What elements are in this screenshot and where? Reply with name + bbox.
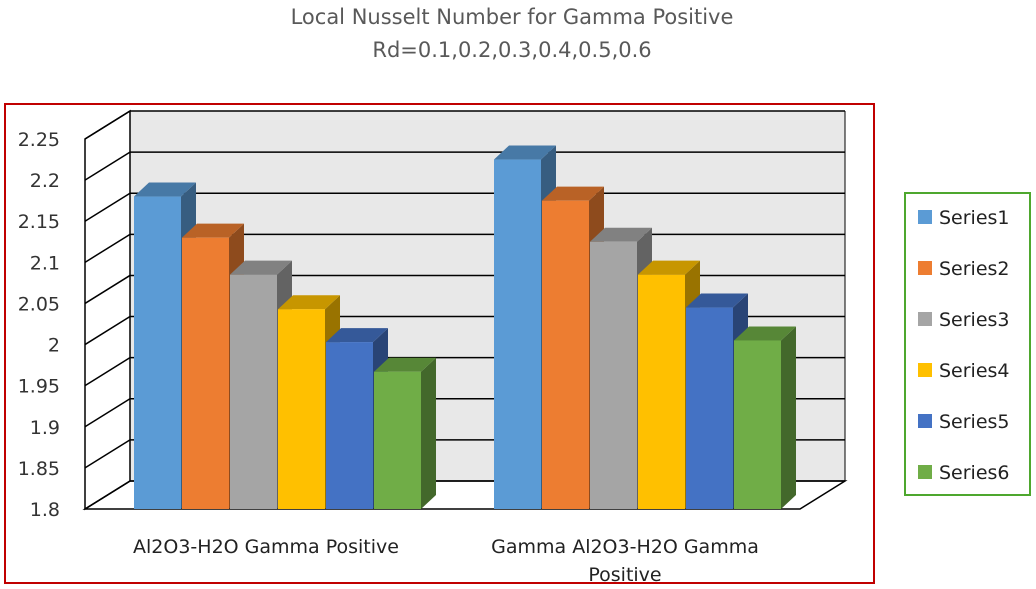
bar-top	[734, 326, 796, 341]
legend-swatch	[918, 465, 932, 479]
gridline-side	[84, 357, 131, 387]
bar-front	[638, 274, 685, 509]
bar-top	[230, 260, 292, 275]
chart-frame	[4, 103, 875, 584]
bar-front	[278, 309, 325, 509]
y-tick-label: 2.25	[18, 129, 60, 151]
bar-top	[686, 293, 748, 308]
y-tick-label: 1.85	[18, 458, 60, 480]
bar-front	[326, 342, 373, 509]
legend-label: Series2	[939, 258, 1010, 280]
bar-top	[326, 328, 388, 343]
gridline-side	[84, 233, 131, 263]
y-tick-label: 2.05	[18, 293, 60, 315]
gridline-side	[84, 480, 131, 510]
y-tick-label: 2.15	[18, 211, 60, 233]
bar-front	[134, 196, 181, 510]
legend-box	[904, 192, 1031, 496]
chart-title: Local Nusselt Number for Gamma Positive	[291, 5, 734, 29]
bar-front	[182, 237, 229, 509]
bar	[734, 326, 796, 509]
legend-swatch	[918, 414, 932, 428]
legend-label: Series4	[939, 360, 1010, 382]
legend-swatch	[918, 312, 932, 326]
y-tick-label: 1.95	[18, 376, 60, 398]
gridline-side	[84, 151, 131, 181]
bar-front	[374, 371, 421, 509]
bar-side	[421, 357, 436, 509]
bar-front	[590, 241, 637, 509]
bar-top	[638, 260, 700, 275]
gridline-side	[84, 274, 131, 305]
y-axis-ticks: 1.8 1.85 1.9 1.95 2 2.05 2.1 2.15 2.2 2.25	[18, 129, 60, 521]
legend-label: Series6	[939, 462, 1010, 484]
bars-layer	[134, 145, 796, 510]
bar-front	[686, 307, 733, 509]
bar-top	[542, 186, 604, 201]
legend-swatch	[918, 210, 932, 224]
y-tick-label: 2	[48, 335, 60, 357]
bar-front	[230, 274, 277, 509]
x-category-label: Gamma Al2O3-H2O Gamma	[491, 536, 759, 558]
bar	[374, 357, 436, 509]
y-tick-label: 1.8	[30, 499, 60, 521]
gridline-side	[84, 110, 131, 140]
legend-label: Series5	[939, 411, 1010, 433]
gridline-side	[84, 439, 131, 469]
x-axis-labels: Al2O3-H2O Gamma Positive Gamma Al2O3-H2O …	[133, 536, 759, 586]
y-tick-label: 2.1	[30, 252, 60, 274]
bar-side	[781, 326, 796, 509]
gridline-side	[84, 192, 131, 222]
bar-front	[494, 159, 541, 510]
gridline-side	[84, 398, 131, 428]
legend-label: Series1	[939, 207, 1010, 229]
bar-top	[494, 145, 556, 160]
bar-top	[134, 182, 196, 197]
gridline-side	[84, 315, 131, 346]
bar-front	[734, 340, 781, 509]
bar-top	[278, 295, 340, 310]
legend: Series1 Series2 Series3 Series4 Series5 Serie…	[918, 207, 1010, 484]
bar-top	[182, 223, 244, 238]
y-tick-label: 2.2	[30, 170, 60, 192]
bar-front	[542, 200, 589, 509]
chart-subtitle: Rd=0.1,0.2,0.3,0.4,0.5,0.6	[372, 38, 651, 62]
side-wall	[84, 109, 131, 511]
bar-top	[590, 227, 652, 242]
legend-swatch	[918, 261, 932, 275]
legend-label: Series3	[939, 309, 1010, 331]
y-tick-label: 1.9	[30, 417, 60, 439]
legend-swatch	[918, 363, 932, 377]
x-category-label: Al2O3-H2O Gamma Positive	[133, 536, 399, 558]
bar-top	[374, 357, 436, 372]
x-category-label: Positive	[588, 564, 661, 586]
